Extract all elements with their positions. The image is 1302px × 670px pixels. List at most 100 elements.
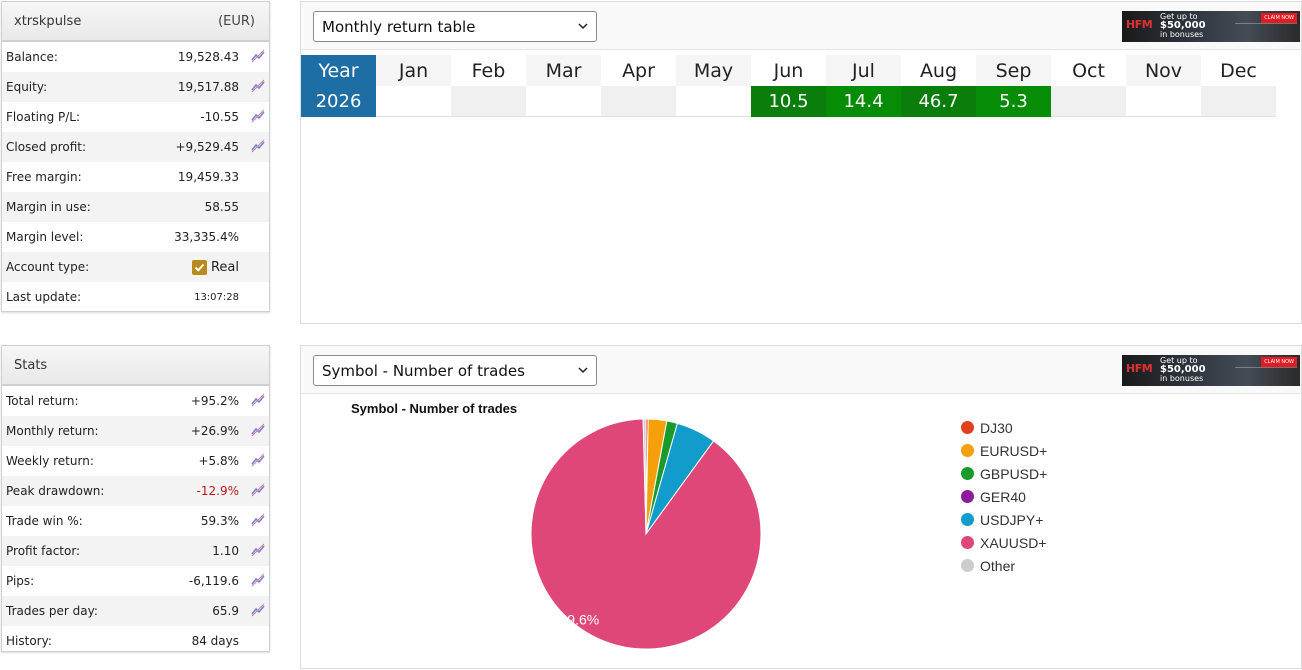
chart-icon[interactable] [251, 79, 265, 93]
chart-icon[interactable] [251, 393, 265, 407]
stat-row: Margin level: 33,335.4% [2, 222, 269, 252]
stat-label: Trades per day: [6, 604, 98, 618]
stat-row: Closed profit: +9,529.45 [2, 132, 269, 162]
month-return-cell [376, 86, 451, 117]
stat-label: Peak drawdown: [6, 484, 105, 498]
chevron-down-icon [578, 23, 588, 30]
stat-label: Floating P/L: [6, 110, 81, 124]
hfm-ad-banner[interactable]: HFM Get up to $50,000 in bonuses CLAIM N… [1122, 11, 1300, 42]
stat-value: +95.2% [190, 394, 239, 408]
legend-item[interactable]: USDJPY+ [961, 508, 1047, 531]
stat-row: Margin in use: 58.55 [2, 192, 269, 222]
stat-row: Monthly return: +26.9% [2, 416, 269, 446]
stat-row: Trades per day: 65.9 [2, 596, 269, 626]
stat-value: +5.8% [198, 454, 239, 468]
stat-row: Profit factor: 1.10 [2, 536, 269, 566]
legend-item[interactable]: DJ30 [961, 416, 1047, 439]
stat-label: Free margin: [6, 170, 82, 184]
legend-item[interactable]: EURUSD+ [961, 439, 1047, 462]
legend-item[interactable]: Other [961, 554, 1047, 577]
stat-row: Weekly return: +5.8% [2, 446, 269, 476]
chart-icon[interactable] [251, 603, 265, 617]
stat-row: Free margin: 19,459.33 [2, 162, 269, 192]
symbol-panel-header: Symbol - Number of trades HFM Get up to … [301, 346, 1301, 394]
month-return-cell: 10.5 [751, 86, 826, 117]
chart-icon[interactable] [251, 573, 265, 587]
month-return-cell: 46.7 [901, 86, 976, 117]
pie-slice-other[interactable] [642, 418, 647, 535]
stat-row: Floating P/L: -10.55 [2, 102, 269, 132]
symbol-panel: Symbol - Number of trades HFM Get up to … [300, 345, 1302, 669]
ad-text: Get up to $50,000 in bonuses [1160, 12, 1206, 39]
monthly-panel-header: Monthly return table HFM Get up to $50,0… [301, 2, 1301, 50]
chart-icon[interactable] [251, 139, 265, 153]
stat-row: Total return: +95.2% [2, 386, 269, 416]
month-header: Dec [1220, 59, 1257, 82]
ad-claim-button[interactable]: CLAIM NOW [1261, 357, 1297, 367]
month-header: Feb [471, 59, 506, 82]
check-icon [191, 259, 207, 275]
stat-label: Closed profit: [6, 140, 87, 154]
month-return-cell: 14.4 [826, 86, 901, 117]
stat-row: Balance: 19,528.43 [2, 42, 269, 72]
year-header: Year [301, 55, 376, 86]
stat-value: 58.55 [204, 200, 239, 214]
legend-swatch [961, 467, 974, 480]
month-header: Jul [826, 55, 901, 86]
stats-title: Stats [14, 357, 48, 373]
stat-label: Equity: [6, 80, 48, 94]
chart-icon[interactable] [251, 513, 265, 527]
stats-header: Stats [2, 346, 269, 386]
month-header: Apr [622, 59, 655, 82]
legend-item[interactable]: XAUUSD+ [961, 531, 1047, 554]
stat-value: 19,528.43 [177, 50, 239, 64]
chart-legend: DJ30 EURUSD+ GBPUSD+ GER40 USDJPY+ XAUUSD+ Oth… [961, 416, 1047, 577]
stat-label: Total return: [6, 394, 79, 408]
stat-label: Pips: [6, 574, 35, 588]
stat-value: 1.10 [212, 544, 239, 558]
legend-label: GBPUSD+ [980, 465, 1048, 482]
chart-icon[interactable] [251, 49, 265, 63]
stat-value: -10.55 [200, 110, 239, 124]
ad-fineprint [1235, 367, 1297, 383]
monthly-view-select[interactable]: Monthly return table [313, 11, 597, 42]
stat-row: Account type: Real [2, 252, 269, 282]
ad-claim-button[interactable]: CLAIM NOW [1261, 13, 1297, 23]
stat-value: +9,529.45 [175, 140, 240, 154]
stat-label: History: [6, 634, 52, 648]
month-return-cell [526, 86, 601, 117]
stat-label: Profit factor: [6, 544, 81, 558]
legend-label: GER40 [980, 488, 1026, 505]
year-cell[interactable]: 2026 [301, 86, 376, 117]
stat-value: -12.9% [196, 484, 239, 498]
legend-item[interactable]: GER40 [961, 485, 1047, 508]
hfm-ad-banner[interactable]: HFM Get up to $50,000 in bonuses CLAIM N… [1122, 355, 1300, 386]
account-rows: Balance: 19,528.43 Equity: 19,517.88 Floatin… [2, 42, 269, 312]
pie-chart: 89.6% [530, 418, 762, 650]
ad-fineprint [1235, 23, 1297, 39]
stat-row: History: 84 days [2, 626, 269, 656]
symbol-view-select[interactable]: Symbol - Number of trades [313, 355, 597, 386]
pie-slice-label: 89.6% [560, 612, 600, 628]
ad-text: Get up to $50,000 in bonuses [1160, 356, 1206, 383]
stat-row: Last update: 13:07:28 [2, 282, 269, 312]
month-return-cell [1051, 86, 1126, 117]
stats-panel: Stats Total return: +95.2% Monthly return:… [1, 345, 270, 652]
month-header: Nov [1126, 55, 1201, 86]
monthly-panel: Monthly return table HFM Get up to $50,0… [300, 1, 1302, 324]
stat-value: 65.9 [212, 604, 239, 618]
chart-icon[interactable] [251, 423, 265, 437]
legend-swatch [961, 559, 974, 572]
stat-value: Real [210, 259, 239, 275]
chart-icon[interactable] [251, 543, 265, 557]
stat-row: Equity: 19,517.88 [2, 72, 269, 102]
chart-icon[interactable] [251, 109, 265, 123]
month-header: Sep [976, 55, 1051, 86]
chart-icon[interactable] [251, 453, 265, 467]
month-return-cell [676, 86, 751, 117]
legend-swatch [961, 536, 974, 549]
legend-item[interactable]: GBPUSD+ [961, 462, 1047, 485]
chart-title: Symbol - Number of trades [351, 401, 518, 416]
chart-icon[interactable] [251, 483, 265, 497]
legend-label: USDJPY+ [980, 511, 1044, 528]
